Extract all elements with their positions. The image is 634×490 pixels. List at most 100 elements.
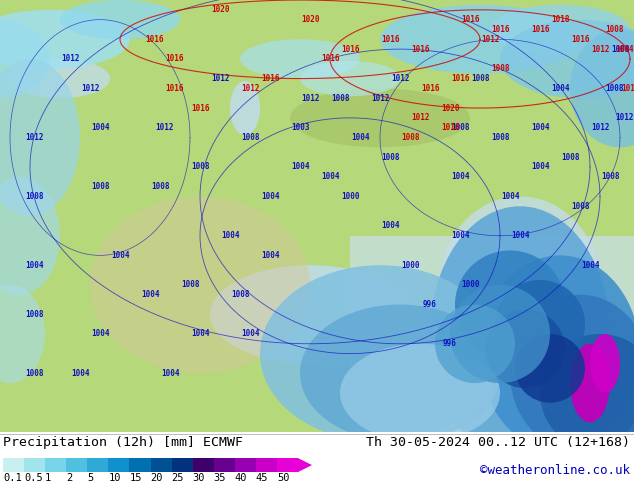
Text: 1004: 1004 — [26, 261, 44, 270]
Text: 1018: 1018 — [621, 84, 634, 93]
Text: 1008: 1008 — [601, 172, 619, 181]
Text: 1016: 1016 — [491, 25, 509, 34]
Text: 1004: 1004 — [161, 369, 179, 378]
Bar — [66, 458, 87, 472]
Circle shape — [450, 285, 550, 383]
Circle shape — [485, 309, 565, 388]
Text: 1020: 1020 — [210, 5, 230, 14]
Text: 1008: 1008 — [560, 153, 579, 162]
Text: 1004: 1004 — [551, 84, 569, 93]
Text: 1: 1 — [45, 473, 51, 483]
Text: 1004: 1004 — [221, 231, 239, 240]
Text: 1004: 1004 — [511, 231, 529, 240]
Text: 1016: 1016 — [191, 103, 209, 113]
Text: 1012: 1012 — [591, 123, 609, 132]
Ellipse shape — [590, 334, 620, 393]
Ellipse shape — [0, 177, 60, 294]
Text: 35: 35 — [214, 473, 226, 483]
Text: 1008: 1008 — [241, 133, 259, 142]
Ellipse shape — [570, 344, 610, 422]
Text: 996: 996 — [423, 300, 437, 309]
Ellipse shape — [440, 196, 600, 373]
Text: 1004: 1004 — [381, 221, 399, 230]
Text: 1016: 1016 — [451, 74, 469, 83]
Text: 1008: 1008 — [401, 133, 419, 142]
Ellipse shape — [0, 59, 80, 216]
Bar — [45, 458, 66, 472]
Ellipse shape — [0, 285, 45, 383]
Ellipse shape — [500, 20, 634, 98]
Ellipse shape — [380, 5, 580, 74]
Text: 1016: 1016 — [441, 123, 459, 132]
Ellipse shape — [0, 20, 50, 98]
Text: 1016: 1016 — [340, 45, 359, 53]
Circle shape — [515, 334, 585, 403]
Text: 1004: 1004 — [451, 172, 469, 181]
Bar — [214, 458, 235, 472]
Ellipse shape — [430, 206, 610, 462]
Text: 0.1: 0.1 — [3, 473, 22, 483]
Ellipse shape — [230, 81, 260, 135]
Text: 1012: 1012 — [411, 113, 429, 122]
Text: 1000: 1000 — [340, 192, 359, 201]
Text: 1008: 1008 — [611, 45, 630, 53]
Ellipse shape — [210, 265, 410, 364]
Ellipse shape — [240, 39, 360, 78]
Bar — [350, 236, 634, 432]
Text: 1016: 1016 — [411, 45, 429, 53]
Ellipse shape — [480, 255, 634, 452]
Text: 1016: 1016 — [461, 15, 479, 24]
Text: 1008: 1008 — [231, 290, 249, 299]
Text: 1004: 1004 — [111, 251, 129, 260]
Text: 1004: 1004 — [141, 290, 159, 299]
Text: 1000: 1000 — [401, 261, 419, 270]
Text: 1004: 1004 — [321, 172, 339, 181]
Circle shape — [495, 280, 585, 368]
Text: 1008: 1008 — [181, 280, 199, 290]
Text: 20: 20 — [150, 473, 163, 483]
Ellipse shape — [490, 5, 630, 54]
Bar — [108, 458, 129, 472]
Text: ©weatheronline.co.uk: ©weatheronline.co.uk — [480, 464, 630, 477]
Text: Precipitation (12h) [mm] ECMWF: Precipitation (12h) [mm] ECMWF — [3, 436, 243, 449]
Text: 1008: 1008 — [191, 163, 209, 172]
Text: 1016: 1016 — [381, 35, 399, 44]
Text: 1004: 1004 — [501, 192, 519, 201]
Text: 1012: 1012 — [26, 133, 44, 142]
Text: 1004: 1004 — [531, 123, 549, 132]
Text: 1004: 1004 — [451, 231, 469, 240]
Text: 0.5: 0.5 — [24, 473, 43, 483]
Text: 1012: 1012 — [81, 84, 100, 93]
Text: 1016: 1016 — [165, 84, 184, 93]
Text: 40: 40 — [235, 473, 247, 483]
Text: 1000: 1000 — [461, 280, 479, 290]
Text: 996: 996 — [443, 339, 457, 348]
Text: 1008: 1008 — [381, 153, 399, 162]
Text: 1008: 1008 — [471, 74, 489, 83]
Text: Th 30-05-2024 00..12 UTC (12+168): Th 30-05-2024 00..12 UTC (12+168) — [366, 436, 630, 449]
Text: 10: 10 — [108, 473, 121, 483]
Text: 1012: 1012 — [61, 54, 79, 63]
Text: 1012: 1012 — [241, 84, 259, 93]
Text: 1008: 1008 — [491, 64, 509, 74]
Text: 1004: 1004 — [91, 329, 109, 339]
Text: 5: 5 — [87, 473, 94, 483]
Text: 50: 50 — [277, 473, 290, 483]
Ellipse shape — [10, 59, 110, 98]
Ellipse shape — [540, 334, 634, 452]
Ellipse shape — [300, 61, 400, 96]
Bar — [256, 458, 277, 472]
Ellipse shape — [570, 29, 634, 147]
Text: 1012: 1012 — [481, 35, 499, 44]
Bar — [235, 458, 256, 472]
Text: 1004: 1004 — [291, 163, 309, 172]
Text: 1012: 1012 — [371, 94, 389, 103]
Text: 1016: 1016 — [165, 54, 184, 63]
Text: 1004: 1004 — [581, 261, 599, 270]
Text: 1004: 1004 — [71, 369, 89, 378]
Text: 25: 25 — [172, 473, 184, 483]
Text: 1012: 1012 — [591, 45, 609, 53]
Text: 1008: 1008 — [26, 369, 44, 378]
Text: 2: 2 — [66, 473, 72, 483]
Ellipse shape — [90, 196, 310, 373]
